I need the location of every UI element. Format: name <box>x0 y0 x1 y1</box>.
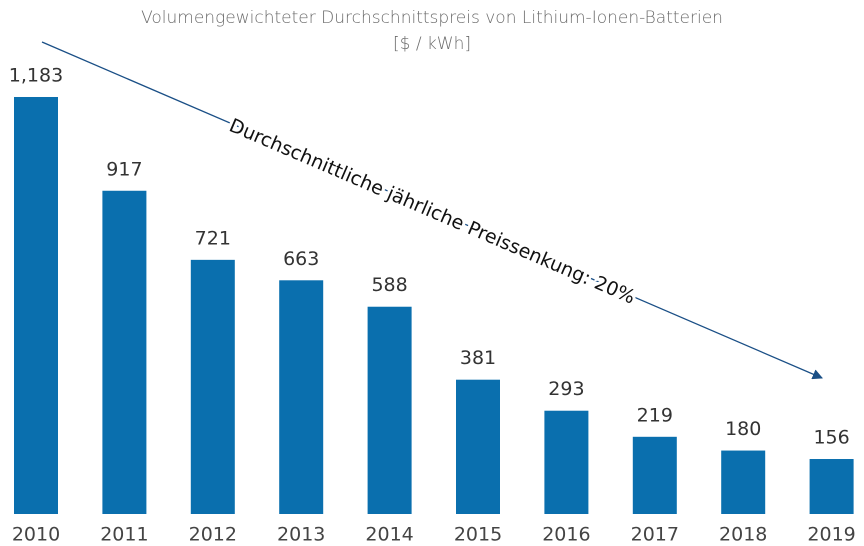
bar <box>14 96 58 515</box>
annotation: Durchschnittliche jährliche Preissenkung… <box>226 114 639 308</box>
bar <box>367 306 412 514</box>
value-label: 588 <box>371 274 407 296</box>
bar <box>809 459 854 514</box>
x-tick-label: 2019 <box>807 524 855 546</box>
x-tick-label: 2015 <box>454 524 502 546</box>
value-label: 917 <box>106 158 142 180</box>
value-label: 1,183 <box>9 64 63 86</box>
bar <box>190 259 235 514</box>
x-tick-label: 2011 <box>100 524 148 546</box>
x-tick-label: 2014 <box>365 524 413 546</box>
value-label: 156 <box>813 427 849 449</box>
x-tick-label: 2016 <box>542 524 590 546</box>
bar <box>544 410 589 514</box>
value-label: 219 <box>637 404 673 426</box>
value-label: 721 <box>195 227 231 249</box>
chart-subtitle: [$ / kWh] <box>393 34 471 54</box>
bar <box>632 436 677 514</box>
value-label: 180 <box>725 418 761 440</box>
x-tick-label: 2010 <box>12 524 60 546</box>
x-tick-label: 2017 <box>631 524 679 546</box>
chart-title: Volumengewichteter Durchschnittspreis vo… <box>141 8 723 28</box>
value-label: 381 <box>460 347 496 369</box>
value-label: 293 <box>548 378 584 400</box>
bar <box>279 280 324 514</box>
bar <box>102 190 147 514</box>
x-tick-label: 2012 <box>189 524 237 546</box>
x-tick-label: 2018 <box>719 524 767 546</box>
value-label: 663 <box>283 248 319 270</box>
x-tick-label: 2013 <box>277 524 325 546</box>
bar <box>456 379 500 514</box>
trend-arrow <box>41 41 823 380</box>
bar <box>721 450 766 514</box>
